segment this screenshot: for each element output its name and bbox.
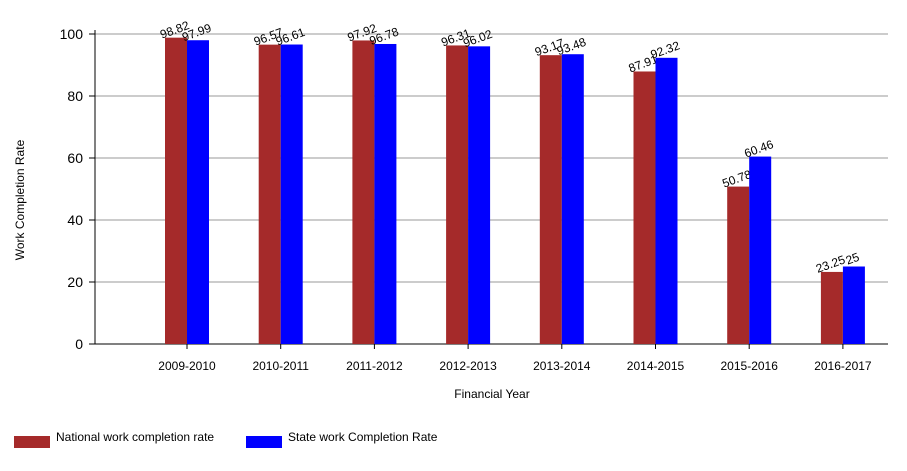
bar: [468, 46, 491, 344]
bar: [820, 271, 843, 344]
bar: [561, 54, 584, 344]
legend-item: State work Completion Rate: [246, 430, 548, 448]
legend-label: State work Completion Rate: [288, 430, 438, 444]
legend-swatch: [246, 436, 282, 448]
y-tick-label: 20: [67, 274, 83, 290]
x-tick-label: 2009-2010: [158, 359, 216, 373]
legend-item: National work completion rate: [14, 430, 236, 448]
x-tick-label: 2010-2011: [252, 359, 309, 373]
x-tick-label: 2014-2015: [627, 359, 685, 373]
bar: [374, 43, 397, 345]
bar: [165, 37, 187, 345]
bar: [352, 40, 375, 344]
x-tick-label: 2011-2012: [346, 359, 403, 373]
bar: [655, 57, 678, 345]
bar: [187, 40, 209, 345]
x-axis-title: Financial Year: [454, 387, 529, 401]
bar: [633, 71, 656, 344]
y-tick-label: 0: [75, 336, 83, 352]
bar: [749, 156, 772, 344]
y-tick-label: 40: [67, 212, 83, 228]
bar: [258, 44, 281, 345]
y-tick-label: 60: [67, 150, 83, 166]
x-tick-label: 2015-2016: [721, 359, 779, 373]
bar: [280, 44, 303, 344]
chart: Financial Year Work Completion Rate 0 20 4…: [13, 18, 888, 401]
legend-swatch: [14, 436, 50, 448]
y-tick-label: 100: [60, 26, 84, 42]
y-axis-title: Work Completion Rate: [13, 139, 27, 260]
bar: [539, 55, 562, 344]
data-label: 25: [844, 250, 862, 268]
legend-label: National work completion rate: [56, 430, 215, 444]
x-tick-label: 2012-2013: [439, 359, 497, 373]
legend: National work completion rate State work …: [14, 430, 558, 448]
x-tick-label: 2016-2017: [814, 359, 872, 373]
bar: [842, 266, 865, 344]
x-tick-label: 2013-2014: [533, 359, 591, 373]
bar: [446, 45, 469, 345]
bar: [727, 186, 750, 344]
y-tick-label: 80: [67, 88, 83, 104]
